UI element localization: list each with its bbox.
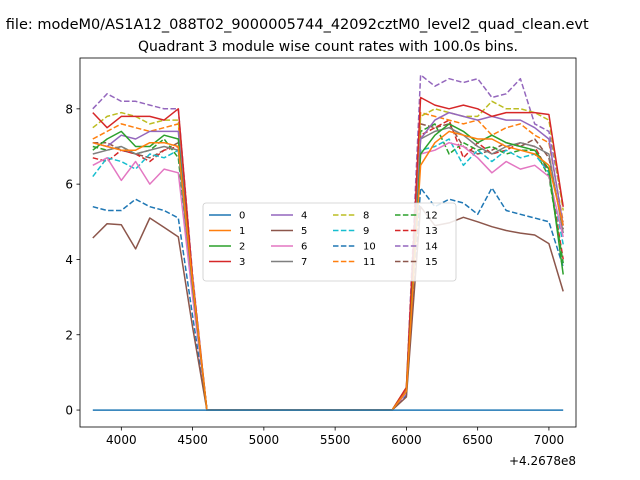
- legend-label: 14: [425, 242, 438, 253]
- legend-label: 3: [239, 257, 245, 268]
- legend-label: 13: [425, 226, 438, 237]
- y-tick-label: 8: [65, 102, 73, 116]
- series-line-9: [92, 138, 564, 411]
- x-tick-label: 6000: [391, 433, 422, 447]
- x-tick-label: 4000: [106, 433, 137, 447]
- legend-label: 7: [301, 257, 307, 268]
- y-tick-label: 2: [65, 328, 73, 342]
- legend-label: 0: [239, 211, 245, 222]
- axes-frame: [79, 57, 577, 428]
- chart-title: Quadrant 3 module wise count rates with …: [138, 39, 518, 55]
- legend-label: 12: [425, 211, 438, 222]
- legend-label: 6: [301, 242, 307, 253]
- legend-label: 1: [239, 226, 245, 237]
- x-offset-label: +4.2678e8: [509, 454, 576, 468]
- x-tick-label: 5500: [320, 433, 351, 447]
- y-tick-label: 4: [65, 253, 73, 267]
- legend-label: 10: [363, 242, 376, 253]
- x-tick-label: 7000: [534, 433, 565, 447]
- legend-label: 4: [301, 211, 307, 222]
- y-tick-label: 6: [65, 178, 73, 192]
- y-tick-label: 0: [65, 404, 73, 418]
- suptitle: n file: modeM0/AS1A12_088T02_9000005744_…: [0, 17, 589, 33]
- x-tick-label: 5000: [249, 433, 280, 447]
- legend-label: 9: [363, 226, 369, 237]
- legend-label: 5: [301, 226, 307, 237]
- plot-area: 4000 4500 5000 5500 6000 6500 7000 0 2 4 6 8 +4.2678…: [65, 57, 577, 468]
- legend-label: 2: [239, 242, 245, 253]
- x-tick-label: 6500: [462, 433, 493, 447]
- legend-label: 15: [425, 257, 438, 268]
- x-tick-label: 4500: [177, 433, 208, 447]
- legend-box: [202, 202, 457, 282]
- legend-label: 11: [363, 257, 376, 268]
- legend-label: 8: [363, 211, 369, 222]
